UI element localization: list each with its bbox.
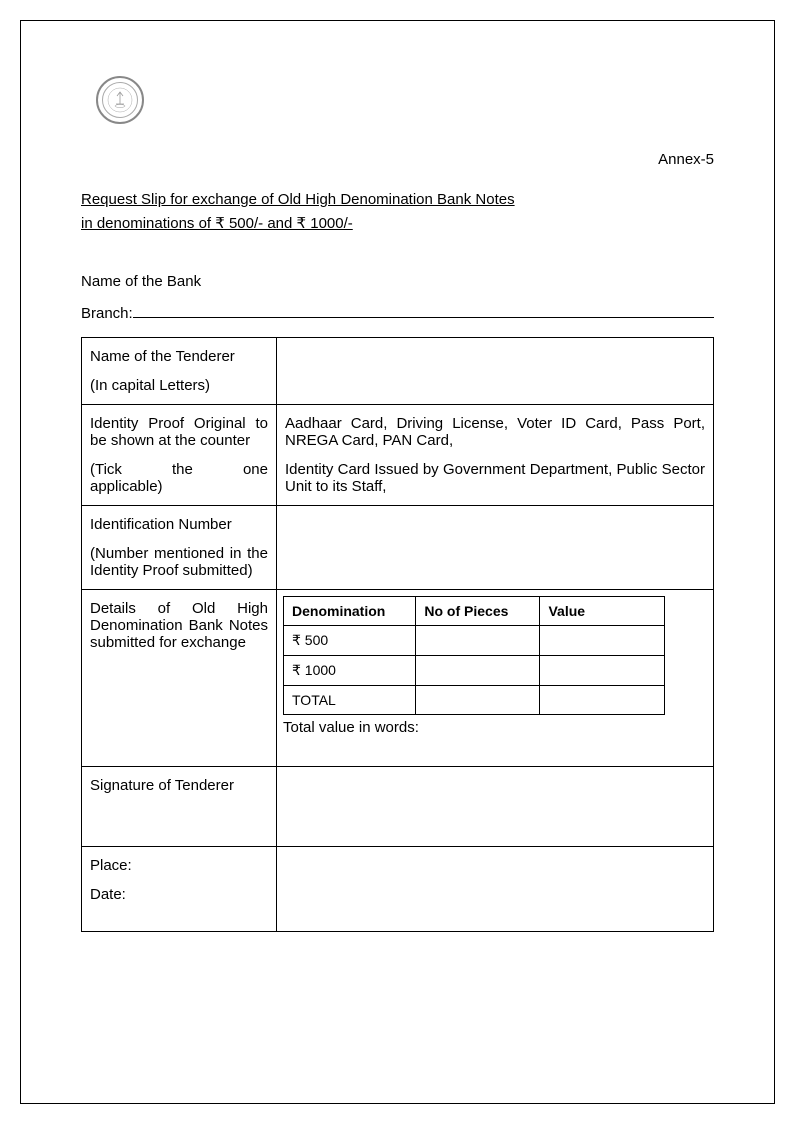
- tick-word: (Tick: [90, 461, 122, 478]
- rbi-logo: [96, 76, 144, 124]
- denom-header-row: Denomination No of Pieces Value: [284, 597, 665, 626]
- details-value-cell: Denomination No of Pieces Value ₹ 500 ₹ …: [277, 590, 714, 767]
- place-date-label-cell: Place: Date:: [82, 847, 277, 932]
- main-form-table: Name of the Tenderer (In capital Letters…: [81, 337, 714, 932]
- place-date-input-cell[interactable]: [277, 847, 714, 932]
- pieces-header: No of Pieces: [416, 597, 540, 626]
- document-title: Request Slip for exchange of Old High De…: [81, 188, 714, 236]
- table-row: Identification Number (Number mentioned …: [82, 506, 714, 590]
- tenderer-label-1: Name of the Tenderer: [90, 348, 268, 365]
- date-label: Date:: [90, 886, 268, 903]
- rbi-emblem-icon: [106, 86, 134, 114]
- denomination-table: Denomination No of Pieces Value ₹ 500 ₹ …: [283, 596, 665, 715]
- branch-label: Branch:: [81, 305, 133, 322]
- id-num-label-1: Identification Number: [90, 516, 268, 533]
- denom-1000-pieces[interactable]: [416, 656, 540, 686]
- denom-total-pieces[interactable]: [416, 686, 540, 715]
- value-header: Value: [540, 597, 664, 626]
- title-line-1: Request Slip for exchange of Old High De…: [81, 191, 515, 208]
- denom-500-label: ₹ 500: [284, 626, 416, 656]
- bank-name-label: Name of the Bank: [81, 271, 714, 294]
- denom-total-label: TOTAL: [284, 686, 416, 715]
- signature-input-cell[interactable]: [277, 767, 714, 847]
- denom-1000-label: ₹ 1000: [284, 656, 416, 686]
- signature-label-cell: Signature of Tenderer: [82, 767, 277, 847]
- total-words-label: Total value in words:: [283, 719, 707, 736]
- table-row: Identity Proof Original to be shown at t…: [82, 405, 714, 506]
- table-row: Details of Old High Denomination Bank No…: [82, 590, 714, 767]
- title-line-2: in denominations of ₹ 500/- and ₹ 1000/-: [81, 215, 353, 232]
- id-proof-label-1: Identity Proof Original to be shown at t…: [90, 415, 268, 449]
- denom-500-pieces[interactable]: [416, 626, 540, 656]
- tenderer-name-label-cell: Name of the Tenderer (In capital Letters…: [82, 338, 277, 405]
- denom-row-1000: ₹ 1000: [284, 656, 665, 686]
- id-proof-label-3: applicable): [90, 478, 268, 495]
- id-num-label-2: (Number mentioned in the Identity Proof …: [90, 545, 268, 579]
- identity-proof-options-cell[interactable]: Aadhaar Card, Driving License, Voter ID …: [277, 405, 714, 506]
- id-options-2: Identity Card Issued by Government Depar…: [285, 461, 705, 495]
- branch-row: Branch:: [81, 302, 714, 323]
- id-options-1: Aadhaar Card, Driving License, Voter ID …: [285, 415, 705, 449]
- tenderer-label-2: (In capital Letters): [90, 377, 268, 394]
- tenderer-name-input-cell[interactable]: [277, 338, 714, 405]
- identity-proof-label-cell: Identity Proof Original to be shown at t…: [82, 405, 277, 506]
- details-label-cell: Details of Old High Denomination Bank No…: [82, 590, 277, 767]
- table-row: Place: Date:: [82, 847, 714, 932]
- denom-row-500: ₹ 500: [284, 626, 665, 656]
- denom-row-total: TOTAL: [284, 686, 665, 715]
- denom-total-value[interactable]: [540, 686, 664, 715]
- annex-label: Annex-5: [81, 151, 714, 168]
- denom-500-value[interactable]: [540, 626, 664, 656]
- table-row: Name of the Tenderer (In capital Letters…: [82, 338, 714, 405]
- page-container: Annex-5 Request Slip for exchange of Old…: [20, 20, 775, 1104]
- the-word: the: [172, 461, 193, 478]
- denom-header: Denomination: [284, 597, 416, 626]
- branch-input-line[interactable]: [133, 302, 714, 319]
- identification-number-input-cell[interactable]: [277, 506, 714, 590]
- id-proof-label-2: (Tick the one: [90, 461, 268, 478]
- one-word: one: [243, 461, 268, 478]
- identification-number-label-cell: Identification Number (Number mentioned …: [82, 506, 277, 590]
- table-row: Signature of Tenderer: [82, 767, 714, 847]
- place-label: Place:: [90, 857, 268, 874]
- denom-1000-value[interactable]: [540, 656, 664, 686]
- rbi-logo-inner: [102, 82, 138, 118]
